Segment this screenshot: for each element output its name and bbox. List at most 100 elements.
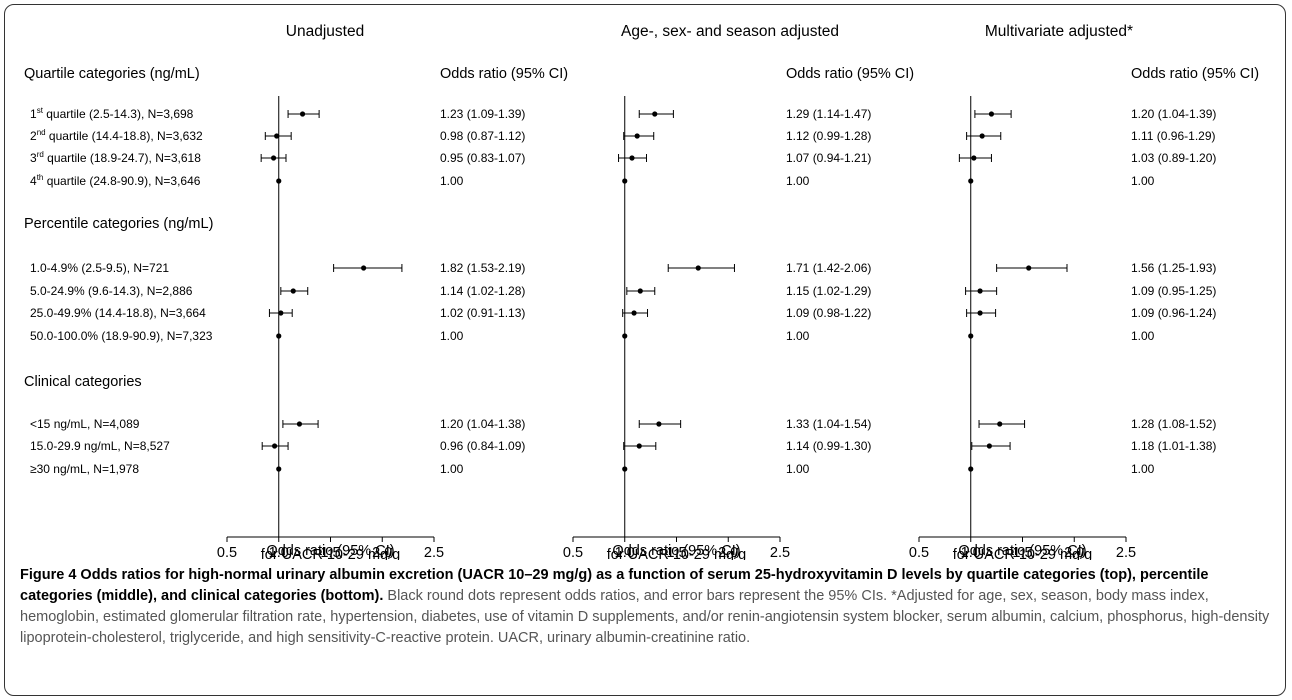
odds-ratio-dot — [986, 443, 992, 449]
odds-ratio-dot — [652, 111, 658, 117]
odds-ratio-text: 1.12 (0.99-1.28) — [786, 129, 871, 143]
row-label: <15 ng/mL, N=4,089 — [30, 417, 140, 431]
odds-ratio-text: 1.15 (1.02-1.29) — [786, 284, 871, 298]
odds-ratio-text: 1.28 (1.08-1.52) — [1131, 417, 1216, 431]
odds-ratio-text: 1.20 (1.04-1.39) — [1131, 107, 1216, 121]
panel-title: Age-, sex- and season adjusted — [621, 23, 839, 40]
odds-ratio-text: 1.09 (0.98-1.22) — [786, 306, 871, 320]
odds-ratio-text: 1.11 (0.96-1.29) — [1131, 129, 1216, 143]
row-label: 4th quartile (24.8-90.9), N=3,646 — [30, 173, 201, 188]
odds-ratio-dot — [656, 421, 662, 427]
row-label: 1.0-4.9% (2.5-9.5), N=721 — [30, 261, 169, 275]
odds-ratio-text: 1.82 (1.53-2.19) — [440, 261, 525, 275]
x-tick-label: 2.0 — [718, 545, 738, 560]
x-tick-label: 1.5 — [666, 545, 686, 560]
group-header: Percentile categories (ng/mL) — [24, 216, 213, 232]
odds-ratio-dot — [299, 111, 306, 117]
odds-ratio-dot — [629, 155, 635, 161]
odds-ratio-text: 1.00 — [440, 329, 464, 343]
x-axis-label-line2: for UACR 10-29 mg/g — [261, 547, 400, 560]
odds-ratio-text: 1.00 — [786, 462, 810, 476]
odds-ratio-text: 1.07 (0.94-1.21) — [786, 151, 871, 165]
group-header: Quartile categories (ng/mL) — [24, 66, 200, 82]
odds-ratio-dot — [1026, 265, 1032, 271]
odds-ratio-text: 1.14 (0.99-1.30) — [786, 439, 871, 453]
row-label: 50.0-100.0% (18.9-90.9), N=7,323 — [30, 329, 213, 343]
odds-ratio-text: 0.96 (0.84-1.09) — [440, 439, 525, 453]
figure-caption: Figure 4 Odds ratios for high-normal uri… — [20, 565, 1270, 649]
x-tick-label: 2.0 — [372, 545, 392, 560]
x-tick-label: 2.5 — [1116, 545, 1136, 560]
x-axis-label-line2: for UACR 10-29 mg/g — [953, 547, 1092, 560]
x-tick-label: 0.5 — [909, 545, 929, 560]
group-header: Clinical categories — [24, 374, 142, 390]
odds-ratio-text: 1.56 (1.25-1.93) — [1131, 261, 1216, 275]
odds-ratio-text: 1.00 — [1131, 329, 1155, 343]
caption-title: Figure 4 Odds ratios for high-normal uri… — [20, 567, 1209, 604]
caption-body: Black round dots represent odds ratios, … — [20, 588, 1270, 646]
x-axis-label-line1: Odds ratio (95% CI) — [958, 543, 1086, 559]
row-label: 5.0-24.9% (9.6-14.3), N=2,886 — [30, 284, 193, 298]
panel-title: Unadjusted — [286, 23, 364, 40]
odds-ratio-dot — [290, 288, 296, 294]
x-tick-label: 0.5 — [563, 545, 583, 560]
odds-ratio-text: 0.98 (0.87-1.12) — [440, 129, 525, 143]
odds-ratio-text: 1.00 — [786, 329, 810, 343]
odds-ratio-dot — [979, 133, 985, 139]
odds-ratio-text: 1.02 (0.91-1.13) — [440, 306, 525, 320]
x-tick-label: 1.0 — [961, 545, 981, 560]
odds-ratio-text: 1.33 (1.04-1.54) — [786, 417, 871, 431]
x-tick-label: 2.0 — [1064, 545, 1084, 560]
x-tick-label: 2.5 — [424, 545, 444, 560]
or-column-header: Odds ratio (95% CI) — [786, 66, 914, 82]
x-tick-label: 1.5 — [1012, 545, 1032, 560]
x-axis-label-line1: Odds ratio (95% CI) — [266, 543, 394, 559]
x-axis-label-line2: for UACR 10-29 mg/g — [607, 547, 746, 560]
odds-ratio-dot — [977, 288, 983, 294]
panel-title: Multivariate adjusted* — [985, 23, 1133, 40]
odds-ratio-text: 1.00 — [786, 174, 810, 188]
odds-ratio-dot — [977, 310, 983, 316]
odds-ratio-dot — [272, 443, 278, 449]
odds-ratio-text: 1.00 — [1131, 462, 1155, 476]
odds-ratio-dot — [296, 421, 303, 427]
odds-ratio-text: 1.00 — [1131, 174, 1155, 188]
odds-ratio-text: 1.09 (0.96-1.24) — [1131, 306, 1216, 320]
odds-ratio-dot — [631, 310, 637, 316]
odds-ratio-text: 1.03 (0.89-1.20) — [1131, 151, 1216, 165]
odds-ratio-text: 0.95 (0.83-1.07) — [440, 151, 525, 165]
forest-plot: Unadjusted Odds ratio (95% CI) Age-, sex- … — [24, 23, 1259, 560]
odds-ratio-dot — [695, 265, 701, 271]
odds-ratio-text: 1.71 (1.42-2.06) — [786, 261, 871, 275]
odds-ratio-dot — [997, 421, 1003, 427]
or-column-header: Odds ratio (95% CI) — [440, 66, 568, 82]
odds-ratio-text: 1.00 — [440, 462, 464, 476]
odds-ratio-text: 1.14 (1.02-1.28) — [440, 284, 525, 298]
odds-ratio-text: 1.20 (1.04-1.38) — [440, 417, 525, 431]
odds-ratio-dot — [274, 133, 280, 139]
odds-ratio-dot — [636, 443, 642, 449]
x-tick-label: 0.5 — [217, 545, 237, 560]
x-axis-label-line1: Odds ratio (95% CI) — [612, 543, 740, 559]
odds-ratio-text: 1.09 (0.95-1.25) — [1131, 284, 1216, 298]
odds-ratio-text: 1.00 — [440, 174, 464, 188]
row-label: 2nd quartile (14.4-18.8), N=3,632 — [30, 128, 203, 143]
odds-ratio-dot — [634, 133, 640, 139]
odds-ratio-dot — [278, 310, 284, 316]
odds-ratio-dot — [361, 265, 367, 271]
x-tick-label: 1.0 — [615, 545, 635, 560]
x-tick-label: 1.5 — [320, 545, 340, 560]
row-label: 25.0-49.9% (14.4-18.8), N=3,664 — [30, 306, 206, 320]
odds-ratio-dot — [988, 111, 995, 117]
row-label: 1st quartile (2.5-14.3), N=3,698 — [30, 106, 194, 121]
or-column-header: Odds ratio (95% CI) — [1131, 66, 1259, 82]
odds-ratio-text: 1.29 (1.14-1.47) — [786, 107, 871, 121]
odds-ratio-text: 1.18 (1.01-1.38) — [1131, 439, 1216, 453]
odds-ratio-dot — [637, 288, 643, 294]
x-tick-label: 1.0 — [269, 545, 289, 560]
row-label: ≥30 ng/mL, N=1,978 — [30, 462, 139, 476]
odds-ratio-text: 1.23 (1.09-1.39) — [440, 107, 525, 121]
figure-frame — [4, 4, 1286, 696]
odds-ratio-dot — [971, 155, 977, 161]
row-label: 3rd quartile (18.9-24.7), N=3,618 — [30, 150, 201, 165]
